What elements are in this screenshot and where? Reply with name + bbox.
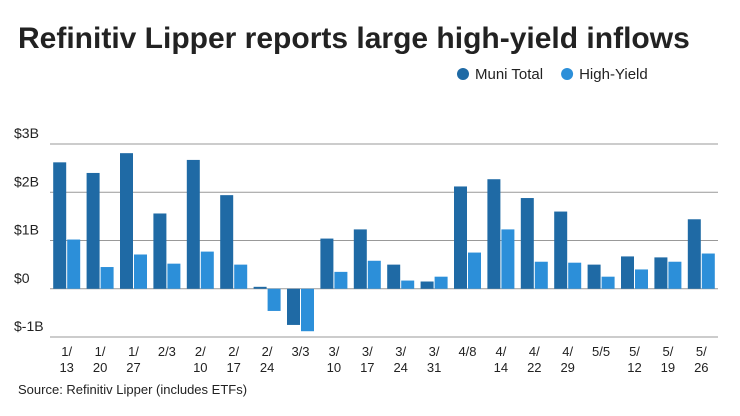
bar (668, 261, 682, 289)
bar (401, 280, 415, 289)
x-tick-label: 5/ 12 (627, 344, 642, 375)
bar (468, 252, 481, 289)
legend-label: High-Yield (579, 66, 648, 83)
bar (621, 256, 634, 289)
x-tick-label: 4/8 (458, 344, 477, 359)
bar (554, 211, 568, 289)
x-tick-label: 1/ 27 (126, 344, 141, 375)
bar (120, 153, 133, 289)
bar (267, 288, 281, 311)
bar (587, 264, 601, 289)
x-tick-label: 3/ 17 (360, 344, 375, 375)
bar (153, 213, 167, 289)
bar (534, 261, 548, 289)
x-tick-label: 5/ 19 (660, 344, 676, 375)
bar (100, 267, 114, 289)
x-tick-label: 3/ 31 (426, 344, 442, 375)
y-tick-label: $0 (14, 270, 30, 286)
bar (301, 288, 314, 332)
x-tick-label: 2/ 10 (193, 344, 208, 375)
bar (701, 253, 715, 289)
y-tick-label: $1B (14, 222, 39, 238)
bar (687, 219, 701, 289)
y-tick-label: $3B (14, 125, 39, 141)
y-tick-label: $2B (14, 173, 39, 189)
x-tick-label: 2/3 (157, 344, 176, 359)
chart-title: Refinitiv Lipper reports large high-yiel… (18, 22, 690, 55)
bar (86, 172, 100, 289)
bar (501, 229, 515, 289)
bar (601, 276, 615, 289)
x-tick-label: 1/ 20 (92, 344, 108, 375)
legend-swatch (457, 68, 469, 80)
x-tick-label: 3/ 10 (326, 344, 342, 375)
x-tick-label: 1/ 13 (59, 344, 74, 375)
legend-swatch (561, 68, 574, 80)
bar (434, 276, 448, 289)
y-tick-label: $-1B (14, 318, 44, 334)
x-tick-label: 4/ 14 (493, 344, 509, 375)
x-tick-label: 5/5 (592, 344, 611, 359)
bar (654, 257, 668, 289)
bar (287, 288, 300, 325)
bar (253, 286, 267, 289)
bar (320, 238, 334, 289)
bar (568, 262, 582, 289)
x-tick-label: 3/ 24 (393, 344, 408, 375)
source: Source: Refinitiv Lipper (includes ETFs) (18, 382, 247, 397)
bar (53, 162, 67, 289)
bar (167, 263, 181, 289)
bar (220, 195, 234, 289)
legend-label: Muni Total (475, 66, 543, 83)
bar (487, 179, 501, 289)
x-tick-label: 3/3 (291, 344, 310, 359)
bar (387, 264, 401, 289)
bar (420, 281, 434, 289)
bar (67, 239, 81, 289)
bar (234, 264, 248, 289)
bar (367, 260, 381, 289)
bar (454, 186, 467, 289)
bar (134, 254, 147, 289)
bar (334, 271, 348, 289)
bar (200, 251, 214, 289)
x-tick-label: 4/ 22 (527, 344, 542, 375)
bar (186, 159, 200, 289)
x-tick-label: 2/ 17 (226, 344, 241, 375)
x-tick-label: 4/ 29 (560, 344, 575, 375)
x-tick-label: 5/ 26 (694, 344, 709, 375)
bar (520, 198, 534, 289)
x-tick-label: 2/ 24 (259, 344, 275, 375)
bar (353, 229, 367, 289)
bar (635, 269, 648, 289)
